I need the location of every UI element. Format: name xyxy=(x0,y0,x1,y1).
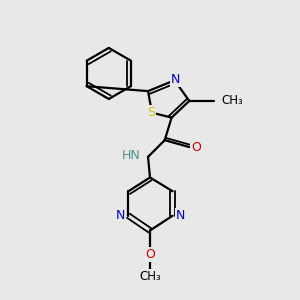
Text: CH₃: CH₃ xyxy=(222,94,243,107)
Text: O: O xyxy=(145,248,155,260)
Text: CH₃: CH₃ xyxy=(139,270,161,283)
Text: N: N xyxy=(116,209,125,222)
Text: O: O xyxy=(191,141,201,154)
Text: N: N xyxy=(171,73,180,86)
Text: HN: HN xyxy=(122,149,140,162)
Text: N: N xyxy=(176,209,185,222)
Text: S: S xyxy=(147,106,155,119)
